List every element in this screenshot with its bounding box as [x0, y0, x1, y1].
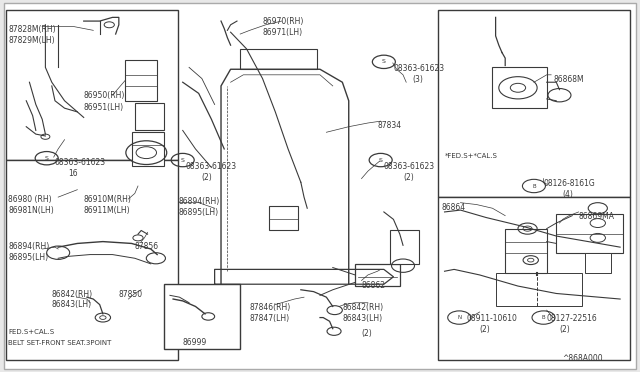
Bar	[132, 132, 164, 166]
Bar	[135, 103, 164, 131]
Text: 86842(RH): 86842(RH)	[52, 290, 93, 299]
Bar	[164, 284, 240, 349]
Bar	[6, 160, 178, 360]
Bar	[556, 214, 623, 253]
Text: 86999: 86999	[182, 338, 207, 347]
Text: 86868M: 86868M	[553, 75, 584, 84]
Text: S: S	[379, 158, 383, 163]
Text: 86970(RH): 86970(RH)	[262, 17, 304, 26]
Text: S: S	[180, 158, 184, 163]
Text: 86843(LH): 86843(LH)	[52, 300, 92, 309]
Text: 87846(RH): 87846(RH)	[250, 303, 291, 312]
Text: 08911-10610: 08911-10610	[467, 314, 518, 323]
Text: 08363-61623: 08363-61623	[394, 64, 445, 73]
Text: (2): (2)	[202, 173, 212, 182]
Bar	[355, 264, 400, 286]
Text: (2): (2)	[479, 325, 490, 334]
Bar	[125, 60, 157, 101]
Bar	[495, 273, 582, 307]
Text: *FED.S+*CAL.S: *FED.S+*CAL.S	[445, 153, 497, 158]
Text: 08363-61623: 08363-61623	[186, 162, 237, 171]
Text: 86842(RH): 86842(RH)	[342, 303, 383, 312]
Text: 87828M(RH): 87828M(RH)	[8, 25, 56, 34]
Bar	[240, 49, 317, 69]
Text: B: B	[532, 183, 536, 189]
Text: 86862: 86862	[362, 280, 385, 289]
Text: ^868A000: ^868A000	[563, 353, 604, 363]
Bar	[6, 10, 178, 160]
Text: (4): (4)	[563, 190, 573, 199]
Bar	[390, 231, 419, 264]
Text: FED.S+CAL.S: FED.S+CAL.S	[8, 329, 54, 335]
Text: 86895(LH): 86895(LH)	[178, 208, 218, 217]
Text: 86910M(RH): 86910M(RH)	[84, 195, 132, 204]
Text: 86894(RH): 86894(RH)	[178, 197, 220, 206]
Text: 08126-8161G: 08126-8161G	[543, 179, 595, 187]
Text: 86971(LH): 86971(LH)	[262, 29, 303, 38]
Text: 86843(LH): 86843(LH)	[342, 314, 383, 323]
Text: (2): (2)	[559, 325, 570, 334]
Text: 86895(LH): 86895(LH)	[8, 253, 49, 262]
Text: N: N	[457, 315, 461, 320]
Text: 86980 (RH): 86980 (RH)	[8, 195, 52, 204]
Text: 86981N(LH): 86981N(LH)	[8, 206, 54, 215]
Text: 16: 16	[68, 169, 77, 178]
Text: 08363-61623: 08363-61623	[384, 162, 435, 171]
Text: BELT SET-FRONT SEAT.3POINT: BELT SET-FRONT SEAT.3POINT	[8, 340, 112, 346]
Bar	[505, 229, 547, 273]
Text: 86950(RH): 86950(RH)	[84, 92, 125, 100]
Text: B: B	[541, 315, 545, 320]
Text: (2): (2)	[403, 173, 414, 182]
Bar	[492, 67, 547, 108]
Text: (2): (2)	[362, 329, 372, 338]
Text: 87847(LH): 87847(LH)	[250, 314, 290, 323]
Text: 86869MA: 86869MA	[579, 212, 614, 221]
Text: (3): (3)	[413, 75, 424, 84]
Text: 87856: 87856	[135, 241, 159, 251]
Text: 86894(RH): 86894(RH)	[8, 241, 50, 251]
Text: 08363-61623: 08363-61623	[55, 158, 106, 167]
Text: 87850: 87850	[119, 290, 143, 299]
Text: 86951(LH): 86951(LH)	[84, 103, 124, 112]
Bar	[585, 253, 611, 273]
Text: 86911M(LH): 86911M(LH)	[84, 206, 131, 215]
Text: 08127-22516: 08127-22516	[547, 314, 598, 323]
Text: 87834: 87834	[378, 121, 402, 130]
Text: S: S	[382, 60, 386, 64]
Bar	[438, 197, 630, 360]
Text: 87829M(LH): 87829M(LH)	[8, 36, 55, 45]
Bar	[438, 10, 630, 197]
Text: 86864: 86864	[442, 203, 465, 212]
Bar	[269, 206, 298, 231]
Text: S: S	[45, 156, 49, 161]
